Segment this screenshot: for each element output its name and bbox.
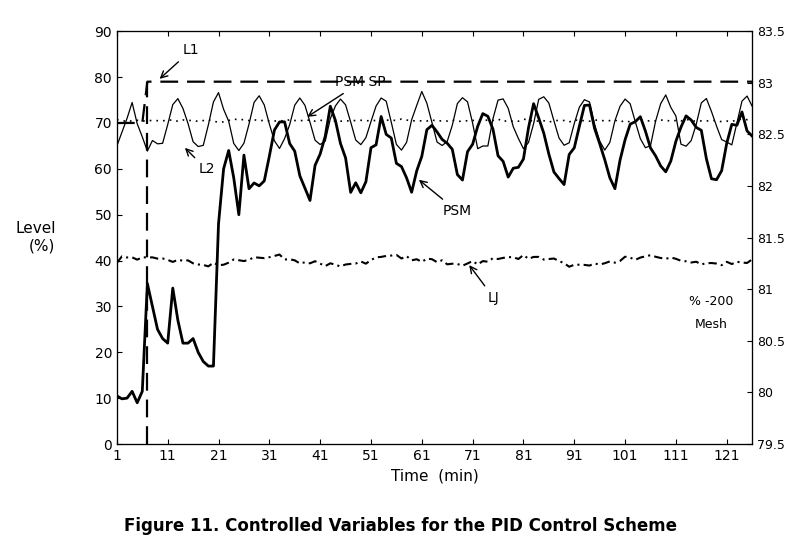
Y-axis label: Level
(%): Level (%): [15, 221, 55, 254]
Text: LJ: LJ: [470, 266, 500, 305]
X-axis label: Time  (min): Time (min): [390, 468, 478, 483]
Text: PSM SP: PSM SP: [309, 75, 386, 116]
Text: Mesh: Mesh: [695, 318, 728, 331]
Text: L1: L1: [161, 43, 199, 78]
Text: L2: L2: [186, 149, 214, 176]
Text: Figure 11. Controlled Variables for the PID Control Scheme: Figure 11. Controlled Variables for the …: [123, 517, 677, 534]
Text: % -200: % -200: [690, 295, 734, 308]
Text: PSM: PSM: [420, 181, 471, 218]
